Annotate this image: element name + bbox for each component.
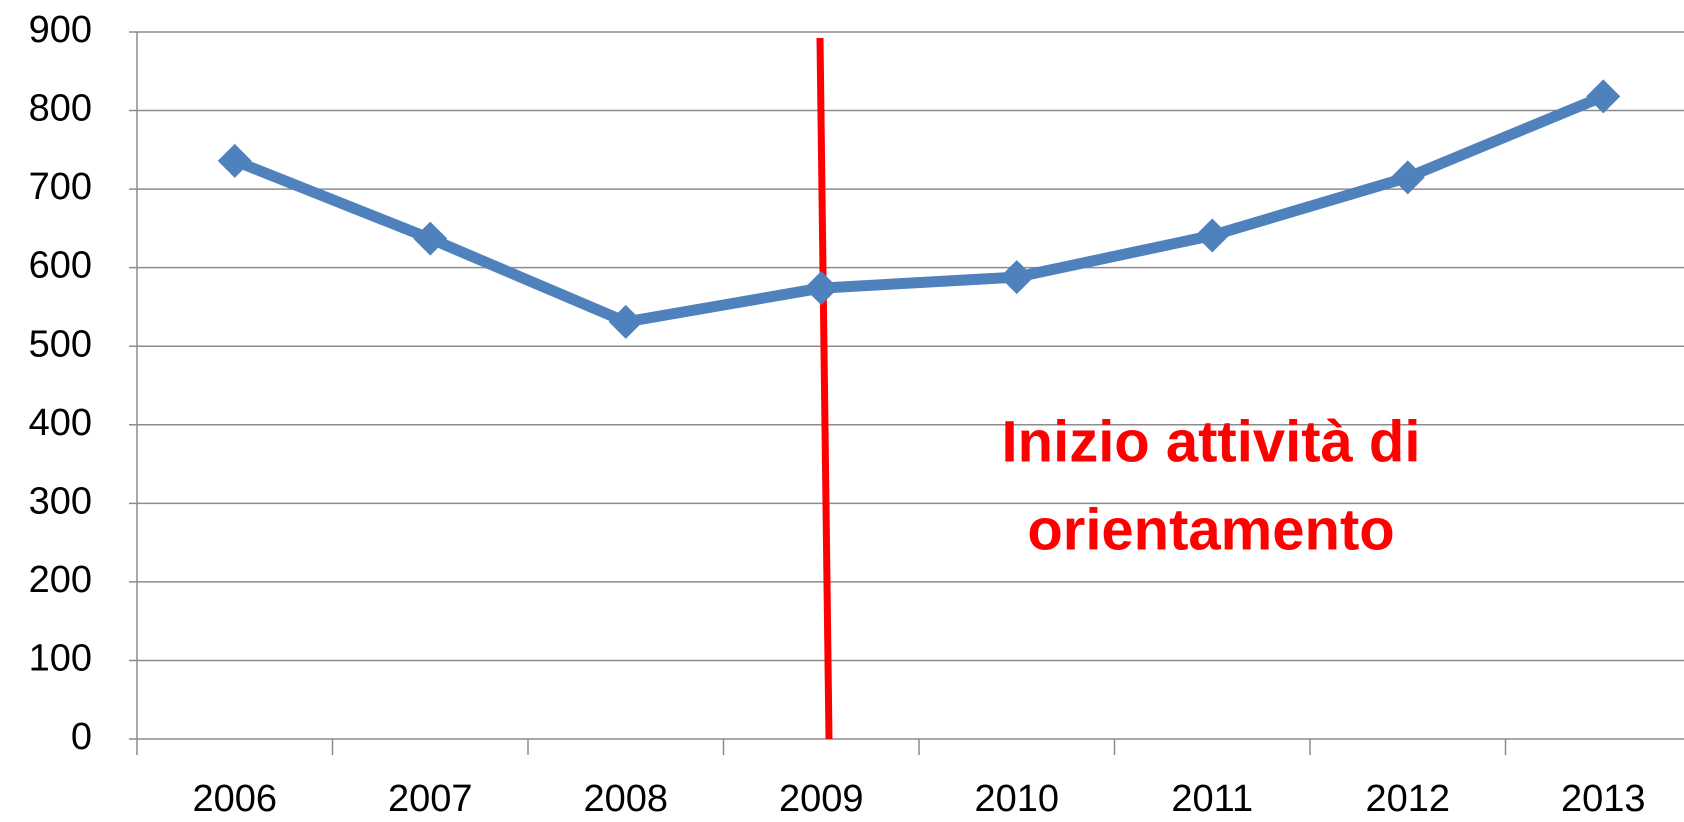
y-tick-label: 100 — [29, 637, 92, 679]
y-tick-label: 600 — [29, 245, 92, 287]
annotation-line — [816, 37, 833, 740]
x-tick-label: 2009 — [779, 778, 864, 820]
y-tick-label: 500 — [29, 323, 92, 365]
marker — [999, 260, 1034, 295]
y-tick-label: 700 — [29, 166, 92, 208]
marker — [1195, 218, 1230, 253]
y-tick-label: 900 — [29, 9, 92, 51]
y-tick-label: 0 — [71, 716, 92, 758]
y-tick-label: 200 — [29, 559, 92, 601]
marker — [413, 221, 448, 256]
y-tick-label: 400 — [29, 402, 92, 444]
x-tick-label: 2013 — [1561, 778, 1646, 820]
x-tick-label: 2007 — [388, 778, 473, 820]
marker — [608, 304, 643, 339]
x-tick-label: 2011 — [1171, 778, 1253, 820]
marker — [217, 143, 252, 178]
y-tick-label: 300 — [29, 480, 92, 522]
annotation: orientamento — [1027, 497, 1394, 562]
x-tick-label: 2010 — [974, 778, 1059, 820]
marker — [1586, 79, 1621, 114]
line — [232, 91, 1606, 328]
x-tick-label: 2012 — [1365, 778, 1450, 820]
y-tick-label: 800 — [29, 88, 92, 130]
annotation: Inizio attività di — [1002, 409, 1421, 474]
marker — [1390, 160, 1425, 195]
marker — [804, 271, 839, 306]
x-tick-label: 2008 — [583, 778, 668, 820]
x-tick-label: 2006 — [192, 778, 277, 820]
